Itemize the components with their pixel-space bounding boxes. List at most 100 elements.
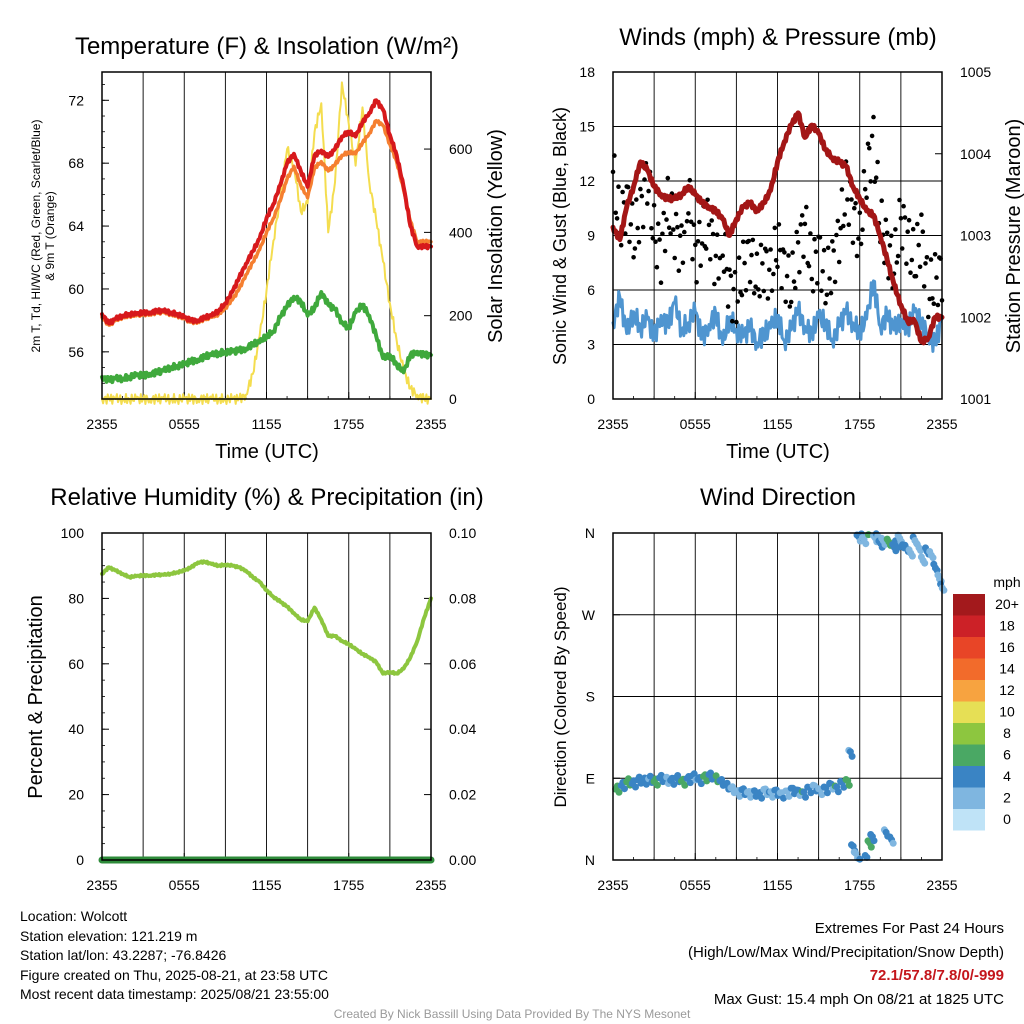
direction-point: [712, 772, 720, 780]
gust-point: [916, 242, 921, 248]
legend-label: 10: [999, 704, 1015, 720]
gust-point: [720, 253, 725, 258]
rh-frame: [101, 532, 432, 861]
gust-point: [820, 269, 825, 274]
direction-point: [889, 839, 897, 847]
gust-point: [871, 114, 876, 120]
gust-point: [690, 256, 695, 262]
gust-point: [783, 299, 788, 305]
legend-label: 0: [1003, 811, 1011, 827]
extremes-title: Extremes For Past 24 Hours: [814, 920, 1004, 937]
gust-point: [910, 226, 916, 232]
legend-label: 18: [999, 618, 1015, 634]
rh-xtick-label: 2355: [415, 877, 446, 893]
gust-point: [887, 243, 893, 248]
gust-point: [768, 247, 773, 252]
gust-point: [867, 145, 872, 151]
gust-point: [754, 251, 760, 256]
gust-point: [821, 247, 827, 253]
gust-point: [761, 288, 767, 294]
gust-point: [746, 238, 751, 244]
gust-point: [908, 270, 913, 276]
direction-point: [703, 777, 711, 785]
gust-point: [906, 217, 912, 223]
gust-point: [664, 217, 669, 222]
gust-point: [813, 249, 819, 254]
temp-ylabel-line2: & 9m T (Orange): [43, 191, 57, 281]
rh-ytick-label: 100: [61, 525, 85, 541]
station-latlon: Station lat/lon: 43.2287; -76.8426: [20, 947, 227, 963]
dir-ytick-label: E: [586, 770, 595, 786]
gust-point: [852, 205, 857, 211]
gust-point: [764, 248, 769, 254]
gust-point: [668, 231, 673, 236]
dir-xtick-label: 1755: [844, 877, 875, 893]
direction-point: [856, 855, 864, 863]
gust-point: [895, 253, 901, 259]
temp-xtick-label: 1755: [333, 416, 364, 432]
direction-point: [632, 783, 639, 791]
gust-point: [769, 288, 775, 294]
gust-point: [767, 267, 772, 273]
gust-point: [756, 287, 761, 292]
gust-point: [695, 239, 701, 244]
gust-point: [794, 229, 799, 235]
gust-point: [645, 201, 650, 206]
gust-point: [842, 212, 847, 217]
rh-xtick-label: 2355: [86, 877, 117, 893]
gust-point: [784, 273, 790, 279]
gust-point: [703, 246, 709, 251]
gust-point: [772, 225, 778, 231]
gust-point: [775, 264, 780, 270]
gust-point: [760, 261, 765, 266]
rh-y2tick-label: 0.10: [449, 525, 476, 541]
legend-label: 4: [1003, 768, 1011, 784]
gust-point: [773, 258, 779, 263]
legend-swatch: [953, 787, 985, 809]
gust-point: [831, 248, 836, 253]
rh-title: Relative Humidity (%) & Precipitation (i…: [50, 484, 483, 511]
gust-point: [804, 204, 809, 210]
gust-point: [649, 226, 654, 231]
legend-label: 14: [999, 661, 1015, 677]
temp-y2tick-label: 600: [449, 141, 473, 157]
wind-y2tick-label: 1001: [960, 391, 991, 407]
gust-point: [638, 186, 643, 192]
gust-point: [642, 177, 647, 182]
gust-point: [920, 229, 926, 234]
gust-point: [653, 239, 658, 244]
temp-line-2m: [100, 98, 433, 326]
gust-point: [788, 299, 794, 305]
gust-point: [776, 222, 782, 227]
gust-point: [935, 302, 941, 308]
gust-point: [765, 296, 771, 301]
temp-xtick-label: 0555: [169, 416, 200, 432]
direction-point: [840, 783, 848, 791]
gust-point: [786, 253, 791, 258]
gust-point: [758, 242, 764, 248]
gust-point: [930, 296, 935, 301]
gust-point: [687, 177, 693, 183]
gust-point: [861, 169, 867, 174]
temp-ytick-label: 68: [68, 155, 84, 171]
temp-ytick-label: 72: [68, 92, 84, 108]
gust-point: [899, 246, 905, 251]
direction-point: [867, 843, 875, 851]
wind-ytick-label: 12: [579, 173, 595, 189]
gust-point: [782, 250, 787, 255]
gust-point: [825, 245, 831, 251]
gust-point: [917, 264, 923, 270]
legend-label: 20+: [995, 596, 1019, 612]
gust-point: [682, 229, 687, 235]
gust-point: [730, 318, 735, 324]
direction-point: [929, 554, 937, 562]
gust-point: [631, 254, 636, 260]
gust-point: [691, 222, 697, 227]
gust-point: [779, 286, 784, 291]
gust-point: [897, 197, 902, 203]
gust-point: [686, 211, 691, 216]
legend-swatch: [953, 594, 985, 616]
gust-point: [924, 254, 930, 260]
rh-y2tick-label: 0.04: [449, 721, 476, 737]
credit-line: Created By Nick Bassill Using Data Provi…: [333, 1007, 691, 1021]
